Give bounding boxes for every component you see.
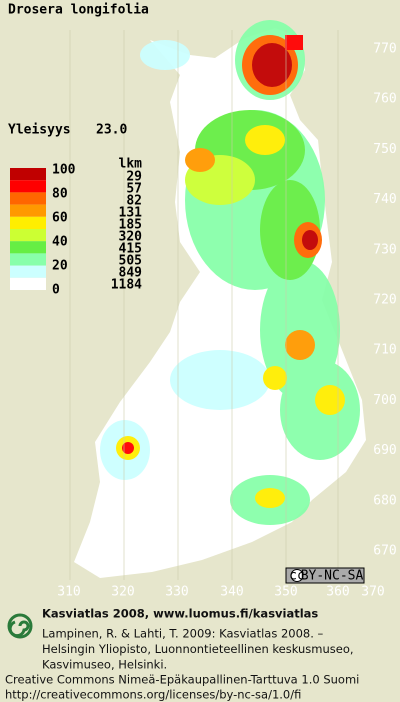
y-label: 680	[373, 493, 396, 508]
x-label: 360	[326, 585, 349, 600]
y-label: 750	[373, 142, 396, 157]
legend-count: 82	[126, 194, 142, 209]
legend-percent: 0	[52, 283, 60, 298]
legend-swatch	[10, 277, 46, 290]
legend-count: 57	[126, 182, 142, 197]
logo	[7, 613, 33, 639]
cc-badge: cc	[285, 567, 365, 584]
cc-icon: cc	[289, 569, 305, 584]
x-label: 340	[220, 585, 243, 600]
y-label: 690	[373, 443, 396, 458]
occurrence-areas	[100, 20, 360, 525]
x-label: 330	[165, 585, 188, 600]
x-label: 370	[361, 585, 384, 600]
legend-swatch	[10, 168, 46, 181]
x-label: 320	[111, 585, 134, 600]
legend-swatch	[10, 180, 46, 193]
y-label: 770	[373, 42, 396, 57]
legend-percent: 100	[52, 163, 76, 178]
legend-percent: 60	[52, 211, 68, 226]
legend-count: 1184	[111, 278, 142, 293]
legend-count: 415	[119, 242, 142, 257]
legend-swatches	[10, 168, 46, 290]
legend-percent: 40	[52, 235, 68, 250]
license: Creative Commons Nimeä-Epäkaupallinen-Ta…	[5, 673, 359, 687]
prevalence-value: 23.0	[96, 123, 127, 138]
y-label: 740	[373, 192, 396, 207]
legend-swatch	[10, 204, 46, 217]
legend-percent: 80	[52, 187, 68, 202]
footer-heading: Kasviatlas 2008, www.luomus.fi/kasviatla…	[42, 607, 318, 621]
y-label: 730	[373, 242, 396, 257]
citation-line: Lampinen, R. & Lahti, T. 2009: Kasviatla…	[42, 627, 324, 641]
y-label: 710	[373, 343, 396, 358]
legend-count: 131	[119, 206, 143, 221]
legend-percent: 20	[52, 259, 68, 274]
legend-swatch	[10, 216, 46, 229]
map	[69, 20, 366, 580]
citation-line: Helsingin Yliopisto, Luonnontieteellinen…	[42, 642, 354, 656]
license-url: http://creativecommons.org/licenses/by-n…	[5, 688, 301, 702]
legend-count: 849	[119, 266, 142, 281]
grid	[69, 30, 339, 580]
citation-line: Kasvimuseo, Helsinki.	[42, 658, 167, 672]
prevalence-label: Yleisyys	[8, 123, 71, 138]
badge-text: BY-NC-SA	[301, 569, 364, 584]
x-label: 310	[57, 585, 80, 600]
legend-count-header: lkm	[119, 157, 143, 172]
legend-count: 185	[119, 218, 142, 233]
legend-swatch	[10, 192, 46, 205]
y-label: 700	[373, 393, 396, 408]
legend-swatch	[10, 229, 46, 242]
y-label: 720	[373, 293, 396, 308]
legend-count: 320	[119, 230, 143, 245]
legend-swatch	[10, 241, 46, 254]
y-label: 670	[373, 544, 396, 559]
y-label: 760	[373, 92, 396, 107]
legend-swatch	[10, 253, 46, 266]
legend-swatch	[10, 265, 46, 278]
legend-count: 29	[126, 170, 142, 185]
x-label: 350	[274, 585, 297, 600]
legend-count: 505	[119, 254, 142, 269]
map-title: Drosera longifolia	[8, 3, 149, 18]
